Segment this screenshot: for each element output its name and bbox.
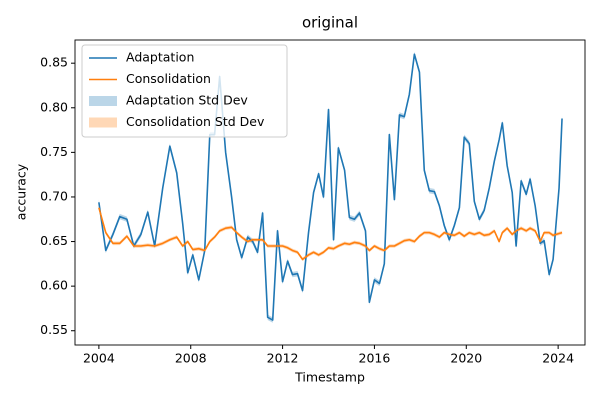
x-tick-label: 2024 — [542, 351, 574, 366]
chart-title: original — [302, 14, 358, 32]
plot-frame — [74, 39, 586, 346]
legend-label: Adaptation Std Dev — [126, 93, 248, 108]
x-tick-label: 2008 — [175, 351, 207, 366]
legend-label: Adaptation — [126, 50, 194, 65]
y-tick-label: 0.55 — [40, 322, 68, 337]
line — [98, 207, 563, 261]
legend-label: Consolidation — [126, 71, 211, 86]
x-tick-label: 2004 — [83, 351, 115, 366]
legend-patch — [89, 117, 117, 128]
x-tick-label: 2012 — [267, 351, 299, 366]
y-tick-label: 0.65 — [40, 233, 68, 248]
y-tick-label: 0.70 — [40, 188, 68, 203]
x-tick-label: 2016 — [359, 351, 391, 366]
y-axis-label: accuracy — [14, 163, 29, 220]
y-tick-label: 0.60 — [40, 278, 68, 293]
y-tick-label: 0.80 — [40, 99, 68, 114]
line — [98, 53, 563, 321]
y-tick-label: 0.75 — [40, 144, 68, 159]
x-tick-label: 2020 — [450, 351, 482, 366]
legend-label: Consolidation Std Dev — [126, 114, 265, 129]
legend-box — [81, 44, 288, 138]
x-axis-label: Timestamp — [294, 370, 365, 385]
y-tick-label: 0.85 — [40, 55, 68, 70]
legend-patch — [89, 96, 117, 106]
